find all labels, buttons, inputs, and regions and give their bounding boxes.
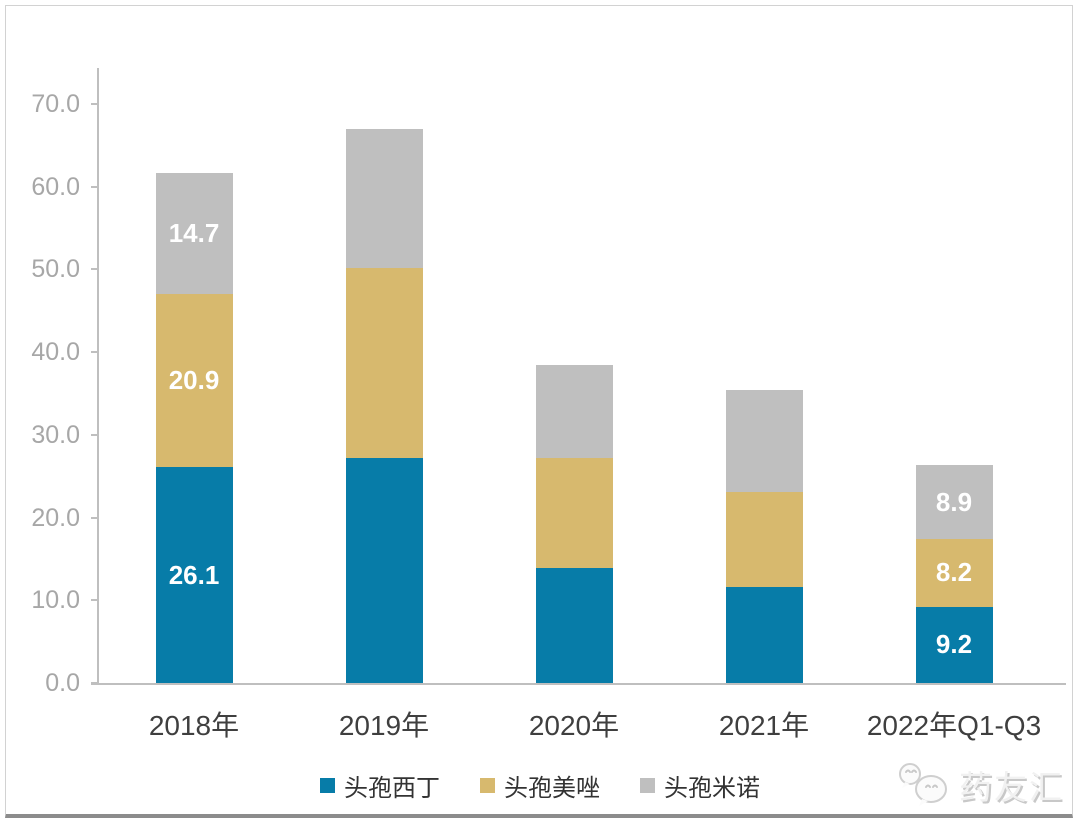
bar-data-label: 26.1 [168,559,220,590]
bar-data-label: 9.2 [935,629,973,660]
x-axis-label: 2019年 [338,710,430,741]
legend-label: 头孢美唑 [504,775,600,802]
stacked-bar-2020年 [535,365,613,683]
bar-segment-头孢米诺 [345,128,423,268]
y-tick-mark [91,516,98,519]
stacked-bar-2019年 [345,128,423,683]
legend: 头孢西丁 头孢美唑 头孢米诺 [0,768,1080,803]
y-tick-label: 30.0 [31,420,80,449]
legend-swatch-icon [320,778,335,793]
stacked-bar-2022年Q1-Q3: 9.2 8.2 8.9 [915,465,993,683]
bar-segment-头孢西丁: 26.1 [155,467,233,683]
y-tick-mark [91,268,98,271]
bar-segment-头孢米诺: 8.9 [915,465,993,540]
bar-data-label: 20.9 [168,365,220,396]
watermark: 药友汇 [895,761,1064,809]
bar-segment-头孢米诺 [535,365,613,459]
y-tick-mark [91,103,98,105]
x-axis-label: 2022年Q1-Q3 [866,710,1042,741]
bar-segment-头孢美唑 [535,458,613,569]
chat-bubbles-logo-icon [899,763,947,806]
bar-segment-头孢美唑: 8.2 [915,539,993,607]
y-tick-label: 60.0 [31,172,80,201]
y-tick-mark [91,599,98,602]
y-tick-mark [91,682,98,684]
stacked-bar-2021年 [725,390,803,683]
bar-segment-头孢西丁: 9.2 [915,606,993,683]
y-tick-label: 10.0 [31,586,80,615]
x-axis-label: 2020年 [528,710,620,741]
y-tick-mark [91,433,98,436]
legend-item-头孢西丁: 头孢西丁 [320,768,440,803]
y-tick-label: 50.0 [31,255,80,284]
bar-segment-头孢米诺: 14.7 [155,172,233,295]
y-tick-label: 20.0 [31,503,80,532]
y-tick-label: 40.0 [31,338,80,367]
bar-segment-头孢西丁 [535,568,613,683]
y-tick-label: 70.0 [31,90,80,118]
y-tick-mark [91,351,98,354]
x-axis-label: 2018年 [148,710,240,741]
bar-segment-头孢美唑 [725,491,803,588]
bar-segment-头孢美唑: 20.9 [155,294,233,468]
bar-segment-头孢西丁 [345,458,423,683]
bar-data-label: 8.9 [935,486,973,517]
y-axis-line [97,68,99,684]
legend-label: 头孢西丁 [344,775,440,802]
stacked-bar-2018年: 26.1 20.9 14.7 [155,172,233,683]
bar-data-label: 14.7 [168,217,220,248]
legend-label: 头孢米诺 [664,775,760,802]
x-axis-line [91,683,1066,685]
legend-item-头孢米诺: 头孢米诺 [640,768,760,803]
bar-segment-头孢米诺 [725,390,803,492]
bar-segment-头孢西丁 [725,587,803,683]
bar-segment-头孢美唑 [345,267,423,459]
y-tick-label: 0.0 [45,669,80,697]
legend-swatch-icon [640,778,655,793]
bar-data-label: 8.2 [935,557,973,588]
legend-swatch-icon [480,778,495,793]
x-axis-label: 2021年 [718,710,810,741]
legend-item-头孢美唑: 头孢美唑 [480,768,600,803]
watermark-text: 药友汇 [959,769,1064,806]
y-tick-mark [91,185,98,188]
